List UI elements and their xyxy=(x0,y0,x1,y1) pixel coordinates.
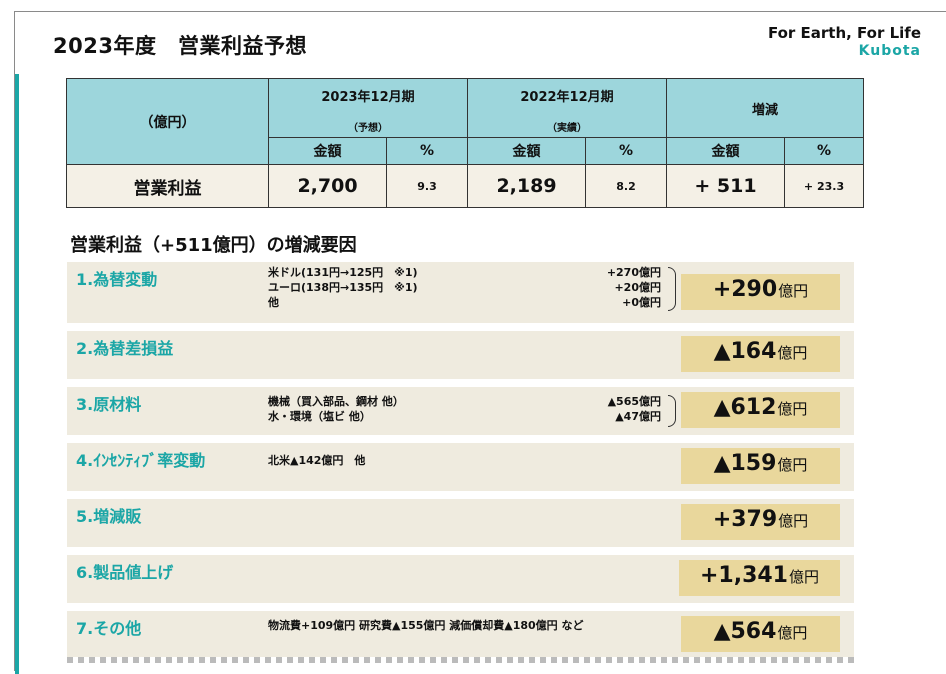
actual-header: 2022年12月期 （実績） xyxy=(467,78,667,138)
kubota-logo: Kubota xyxy=(858,43,921,59)
result-value: +379 xyxy=(712,507,778,532)
forecast-amount: 2,700 xyxy=(268,164,387,208)
amount-line: +20億円 xyxy=(614,281,661,294)
change-amount: + 511 xyxy=(666,164,785,208)
factor-details: 米ドル(131円→125円 ※1) ユーロ(138円→135円 ※1) 他 xyxy=(268,265,418,310)
factor-result: ▲564億円 xyxy=(681,616,840,652)
forecast-percent: 9.3 xyxy=(386,164,468,208)
result-unit: 億円 xyxy=(778,512,809,530)
change-amount-header: 金額 xyxy=(666,137,785,165)
detail-line: 機械（買入部品、鋼材 他） xyxy=(268,395,404,408)
page-title: 2023年度 営業利益予想 xyxy=(53,34,307,58)
actual-amount-header: 金額 xyxy=(467,137,586,165)
summary-table: （億円） 2023年12月期 （予想） 2022年12月期 （実績） 増減 金額… xyxy=(66,78,865,208)
unit-header: （億円） xyxy=(66,78,269,165)
result-value: ▲564 xyxy=(713,619,777,644)
forecast-header: 2023年12月期 （予想） xyxy=(268,78,468,138)
operating-profit-label: 営業利益 xyxy=(66,164,269,208)
factor-name: 2.為替差損益 xyxy=(76,339,174,358)
change-percent-header: % xyxy=(783,137,865,165)
detail-line: 他 xyxy=(268,296,279,309)
section-title: 営業利益（+511億円）の増減要因 xyxy=(70,235,357,256)
forecast-amount-header: 金額 xyxy=(268,137,387,165)
result-value: ▲159 xyxy=(713,451,777,476)
detail-line: 物流費+109億円 研究費▲155億円 減価償却費▲180億円 など xyxy=(268,619,584,632)
factor-amounts: +270億円 +20億円 +0億円 xyxy=(607,265,661,310)
actual-percent-header: % xyxy=(585,137,667,165)
factor-details: 北米▲142億円 他 xyxy=(268,453,365,468)
factor-row: 7.その他 物流費+109億円 研究費▲155億円 減価償却費▲180億円 など… xyxy=(67,611,854,657)
factor-name: 3.原材料 xyxy=(76,395,142,414)
factor-row: 1.為替変動 米ドル(131円→125円 ※1) ユーロ(138円→135円 ※… xyxy=(67,262,854,323)
actual-sublabel: （実績） xyxy=(547,123,587,134)
actual-percent: 8.2 xyxy=(585,164,667,208)
brand-tagline: For Earth, For Life xyxy=(767,24,921,42)
brand: For Earth, For Life Kubota xyxy=(768,24,921,59)
result-unit: 億円 xyxy=(777,344,808,362)
factor-result: ▲159億円 xyxy=(681,448,840,484)
factor-result: +1,341億円 xyxy=(679,560,840,596)
factor-result: ▲612億円 xyxy=(681,392,840,428)
detail-line: 水・環境（塩ビ 他） xyxy=(268,410,371,423)
result-unit: 億円 xyxy=(789,568,820,586)
factor-details: 機械（買入部品、鋼材 他） 水・環境（塩ビ 他） xyxy=(268,394,404,424)
forecast-period: 2023年12月期 xyxy=(321,90,415,105)
factor-name: 6.製品値上げ xyxy=(76,563,174,582)
factor-row: 5.増減販 +379億円 xyxy=(67,499,854,547)
factor-result: +379億円 xyxy=(681,504,840,540)
factor-row: 6.製品値上げ +1,341億円 xyxy=(67,555,854,603)
factor-details: 物流費+109億円 研究費▲155億円 減価償却費▲180億円 など xyxy=(268,618,584,633)
change-percent: + 23.3 xyxy=(783,164,865,208)
actual-amount: 2,189 xyxy=(467,164,586,208)
factor-amounts: ▲565億円 ▲47億円 xyxy=(608,394,661,424)
result-value: +1,341 xyxy=(699,563,788,588)
factor-name: 5.増減販 xyxy=(76,507,142,526)
brace-icon xyxy=(668,395,676,427)
factor-result: +290億円 xyxy=(681,274,840,310)
factor-name: 1.為替変動 xyxy=(76,270,158,289)
factor-row: 3.原材料 機械（買入部品、鋼材 他） 水・環境（塩ビ 他） ▲565億円 ▲4… xyxy=(67,387,854,435)
factor-name: 4.ｲﾝｾﾝﾃｨﾌﾞ率変動 xyxy=(76,451,206,470)
amount-line: ▲47億円 xyxy=(615,410,661,423)
slide-frame xyxy=(14,11,946,674)
amount-line: +0億円 xyxy=(622,296,661,309)
forecast-sublabel: （予想） xyxy=(348,123,388,134)
detail-line: 米ドル(131円→125円 ※1) xyxy=(268,266,418,279)
result-value: +290 xyxy=(712,277,778,302)
amount-line: ▲565億円 xyxy=(607,395,661,408)
cutoff-footnote xyxy=(67,657,854,663)
result-value: ▲612 xyxy=(713,395,777,420)
factor-name: 7.その他 xyxy=(76,619,142,638)
actual-period: 2022年12月期 xyxy=(520,90,614,105)
result-unit: 億円 xyxy=(777,400,808,418)
factor-row: 2.為替差損益 ▲164億円 xyxy=(67,331,854,379)
result-value: ▲164 xyxy=(713,339,777,364)
detail-line: ユーロ(138円→135円 ※1) xyxy=(268,281,418,294)
detail-line: 北米▲142億円 他 xyxy=(268,454,366,467)
factor-row: 4.ｲﾝｾﾝﾃｨﾌﾞ率変動 北米▲142億円 他 ▲159億円 xyxy=(67,443,854,491)
brace-icon xyxy=(668,267,676,311)
forecast-percent-header: % xyxy=(386,137,468,165)
result-unit: 億円 xyxy=(777,624,808,642)
change-header: 増減 xyxy=(665,78,865,138)
result-unit: 億円 xyxy=(777,456,808,474)
factor-result: ▲164億円 xyxy=(681,336,840,372)
accent-bar xyxy=(15,74,19,674)
result-unit: 億円 xyxy=(778,282,809,300)
amount-line: +270億円 xyxy=(606,266,661,279)
